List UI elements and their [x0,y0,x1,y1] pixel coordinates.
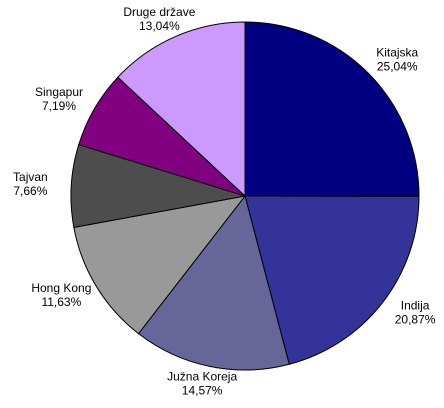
slice-value-label: 20,87% [395,313,436,327]
slice-value-label: 7,66% [13,184,47,198]
slice-label: Singapur [35,85,83,99]
slice-value-label: 13,04% [139,19,180,33]
slice-value-label: 11,63% [41,295,81,309]
slice-label: Hong Kong [31,281,91,295]
pie-slice [73,195,247,335]
pie-slice [117,21,246,198]
pie-slice [244,21,420,197]
slice-label: Indija [401,299,430,313]
slice-label: Tajvan [13,170,48,184]
slice-label: Kitajska [376,46,418,60]
slice-value-label: 14,57% [182,383,223,397]
slice-value-label: 25,04% [377,60,418,74]
slice-value-label: 7,19% [42,99,76,113]
slice-label: Druge države [123,5,195,19]
slice-label: Južna Koreja [167,369,237,383]
pie-slice [137,194,290,371]
pie-slice [244,195,420,365]
